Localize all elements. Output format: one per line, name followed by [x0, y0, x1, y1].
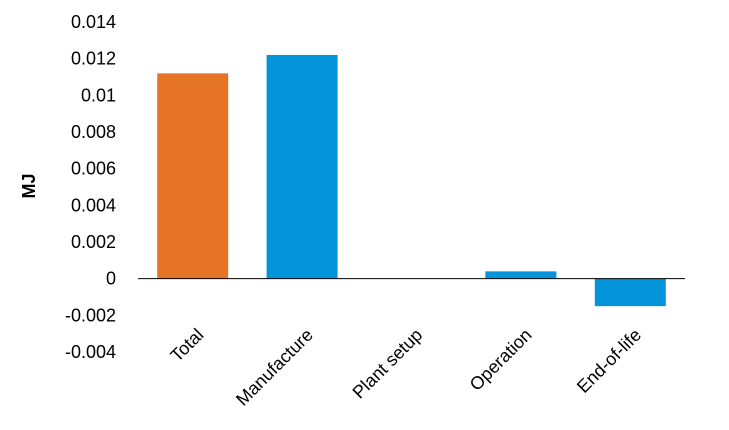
- y-tick-label: 0.002: [71, 232, 116, 252]
- y-axis-tick-labels: 0.014 0.012 0.01 0.008 0.006 0.004 0.002 0 -0.00…: [65, 12, 116, 362]
- y-tick-label: 0.012: [71, 49, 116, 69]
- y-tick-label: -0.004: [65, 342, 116, 362]
- y-tick-label: 0.004: [71, 195, 116, 215]
- y-tick-label: 0: [106, 269, 116, 289]
- y-tick-label: 0.014: [71, 12, 116, 32]
- bar-operation: [485, 271, 557, 279]
- x-category-label: Manufacture: [232, 325, 317, 410]
- x-category-label: Plant setup: [349, 325, 427, 403]
- bar-total: [157, 73, 229, 279]
- x-category-label: Operation: [466, 325, 536, 395]
- y-tick-label: 0.008: [71, 122, 116, 142]
- bar-manufacture: [266, 55, 338, 279]
- x-category-label: End-of-life: [573, 325, 645, 397]
- y-tick-label: 0.01: [81, 85, 116, 105]
- x-axis-category-labels: Total Manufacture Plant setup Operation End-…: [166, 325, 645, 410]
- x-category-label: Total: [166, 325, 207, 366]
- y-axis-title: MJ: [19, 173, 39, 198]
- y-tick-label: -0.002: [65, 305, 116, 325]
- bar-end-of-life: [594, 278, 666, 307]
- y-tick-label: 0.006: [71, 159, 116, 179]
- bars: [157, 55, 666, 307]
